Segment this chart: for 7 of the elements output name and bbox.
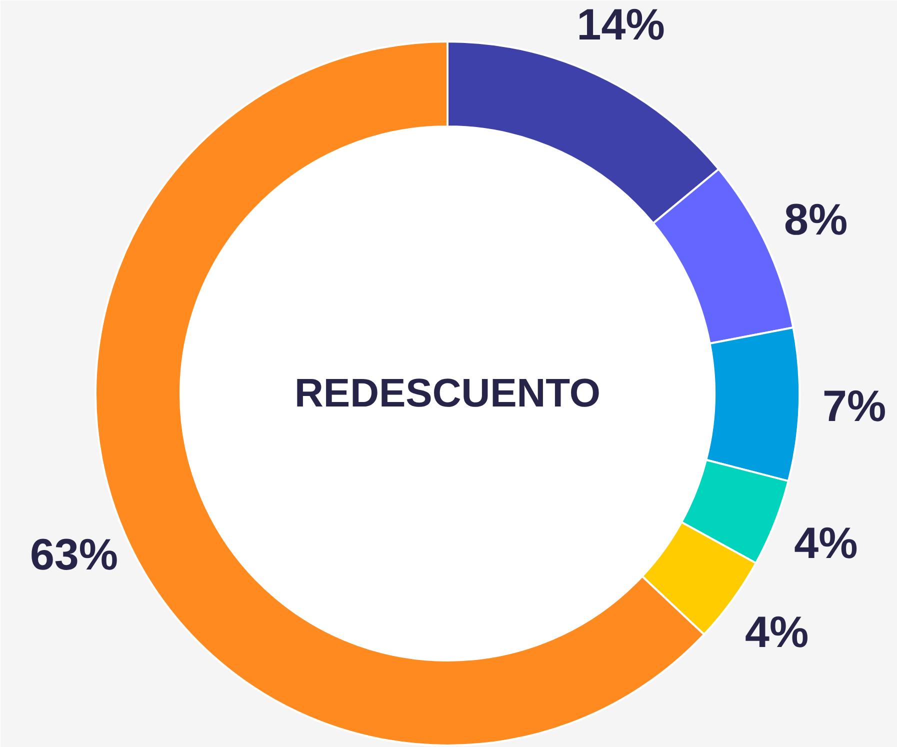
data-label: 8% — [784, 196, 848, 245]
data-label: 4% — [744, 608, 809, 658]
data-label: 4% — [794, 518, 858, 568]
data-label: 7% — [822, 382, 886, 431]
data-label: 14% — [576, 0, 665, 50]
data-label: 63% — [30, 530, 118, 580]
text: REDESCUENTO — [294, 372, 600, 416]
